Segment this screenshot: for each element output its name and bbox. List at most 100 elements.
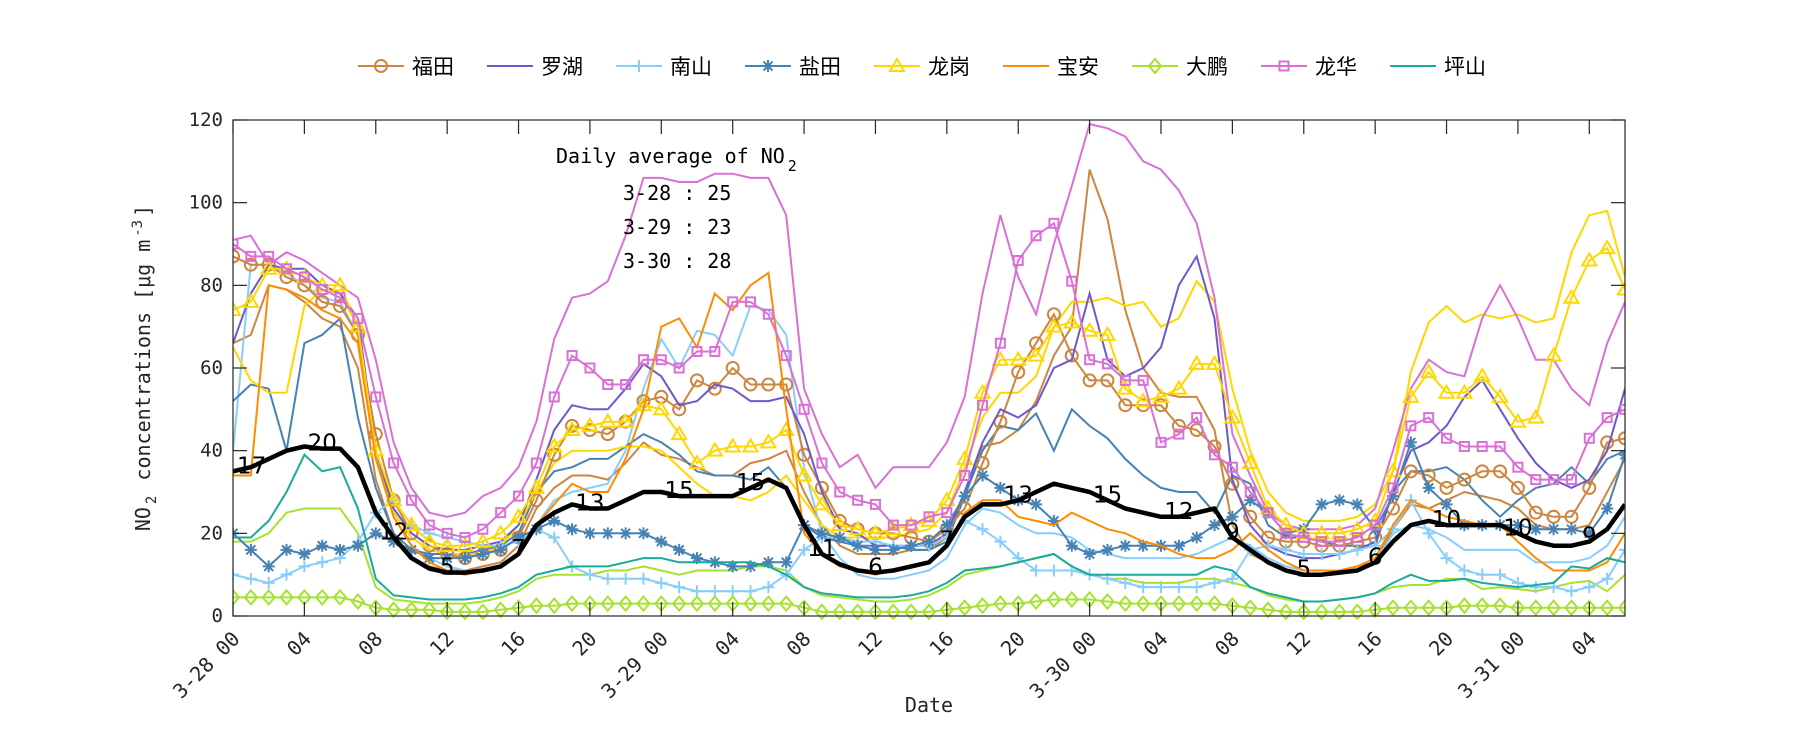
data-point-marker: [1190, 581, 1203, 594]
x-tick-label: 20: [567, 627, 601, 661]
data-point-marker: [261, 588, 277, 606]
series-layer: [233, 122, 1625, 621]
data-point-marker: [243, 588, 259, 606]
data-point-marker: [798, 543, 811, 556]
data-point-marker: [1155, 581, 1167, 594]
data-point-marker: [707, 381, 722, 396]
data-point-marker: [1048, 217, 1060, 229]
data-point-marker: [316, 539, 329, 552]
data-point-marker: [512, 531, 525, 544]
data-point-marker: [852, 494, 864, 506]
legend-item-0: 福田: [358, 55, 454, 79]
data-point-marker: [1348, 520, 1367, 536]
data-point-marker: [1098, 325, 1117, 341]
data-point-marker: [832, 603, 848, 621]
data-point-marker: [1422, 527, 1435, 540]
data-point-marker: [1565, 523, 1578, 536]
data-point-marker: [813, 495, 831, 511]
data-point-marker: [1173, 428, 1185, 440]
data-point-marker: [298, 271, 310, 283]
data-point-marker: [1277, 516, 1295, 532]
data-point-marker: [388, 457, 400, 469]
data-point-marker: [259, 259, 278, 275]
data-point-marker: [941, 507, 953, 519]
data-point-marker: [280, 568, 293, 581]
data-point-marker: [584, 362, 596, 374]
data-point-marker: [281, 263, 293, 275]
data-point-marker: [242, 292, 260, 308]
data-point-marker: [707, 595, 723, 613]
data-point-marker: [1296, 534, 1311, 549]
data-point-marker: [1529, 523, 1542, 536]
legend-label: 龙岗: [928, 55, 970, 79]
data-point-marker: [1599, 599, 1615, 617]
data-point-marker: [1565, 474, 1577, 486]
data-point-marker: [1458, 441, 1470, 453]
data-point-marker: [1601, 502, 1614, 515]
data-point-marker: [1530, 474, 1542, 486]
data-point-marker: [1437, 383, 1456, 399]
legend-item-3: 盐田: [745, 55, 841, 79]
data-point-marker: [616, 412, 635, 428]
data-point-marker: [905, 539, 918, 552]
data-point-marker: [1045, 317, 1063, 333]
legend-label: 福田: [412, 55, 454, 79]
data-point-marker: [1242, 599, 1258, 617]
data-point-marker: [778, 595, 794, 613]
average-value-label: 7: [940, 528, 955, 554]
x-tick-label: 20: [1424, 627, 1458, 661]
data-point-marker: [1583, 527, 1596, 540]
legend: 福田 罗湖 南山 盐田 龙岗 宝安 大鹏 龙华 坪山: [358, 55, 1486, 79]
data-point-marker: [387, 535, 400, 548]
data-point-marker: [1457, 597, 1472, 615]
data-point-marker: [1455, 383, 1474, 399]
data-point-marker: [869, 498, 881, 510]
data-point-marker: [1351, 531, 1363, 543]
data-point-marker: [476, 548, 489, 560]
average-value-label: 6: [868, 555, 883, 581]
data-point-marker: [938, 491, 956, 507]
data-point-marker: [1172, 539, 1185, 552]
data-point-marker: [509, 507, 528, 523]
data-point-marker: [744, 560, 757, 573]
data-point-marker: [1137, 581, 1150, 594]
data-point-marker: [243, 257, 258, 272]
data-point-marker: [1369, 519, 1381, 531]
data-point-marker: [1441, 432, 1453, 444]
data-point-marker: [1171, 418, 1186, 433]
annotation-line-3-30: 3-30 : 28: [623, 249, 731, 273]
data-point-marker: [233, 301, 242, 317]
data-point-marker: [1278, 603, 1294, 621]
data-point-marker: [279, 588, 294, 606]
data-point-marker: [1548, 474, 1560, 486]
x-tick-label: 08: [1210, 627, 1244, 661]
data-point-marker: [689, 595, 705, 613]
data-point-marker: [1330, 524, 1349, 540]
legend-label: 大鹏: [1186, 55, 1228, 79]
data-point-marker: [1421, 599, 1437, 617]
data-point-marker: [1333, 536, 1345, 548]
data-point-marker: [1316, 536, 1328, 548]
data-point-marker: [887, 519, 899, 531]
data-point-marker: [405, 494, 417, 506]
data-point-marker: [1046, 590, 1062, 609]
data-point-marker: [1028, 592, 1044, 611]
average-value-label: 12: [379, 519, 408, 545]
data-point-marker: [530, 457, 542, 469]
data-point-marker: [1351, 498, 1364, 511]
data-point-marker: [1419, 363, 1438, 379]
average-value-label: 6: [1368, 544, 1383, 570]
data-point-marker: [439, 603, 455, 621]
data-point-marker: [245, 250, 257, 262]
data-point-marker: [1134, 392, 1152, 408]
data-point-marker: [690, 373, 704, 388]
data-point-marker: [563, 421, 581, 436]
data-point-marker: [940, 519, 953, 532]
data-point-marker: [262, 576, 275, 589]
average-value-label: 12: [1164, 499, 1193, 525]
data-point-marker: [1117, 595, 1133, 613]
data-point-marker: [316, 556, 329, 569]
average-value-label: 13: [1004, 482, 1033, 508]
data-point-marker: [1118, 398, 1133, 413]
data-point-marker: [1494, 568, 1507, 581]
